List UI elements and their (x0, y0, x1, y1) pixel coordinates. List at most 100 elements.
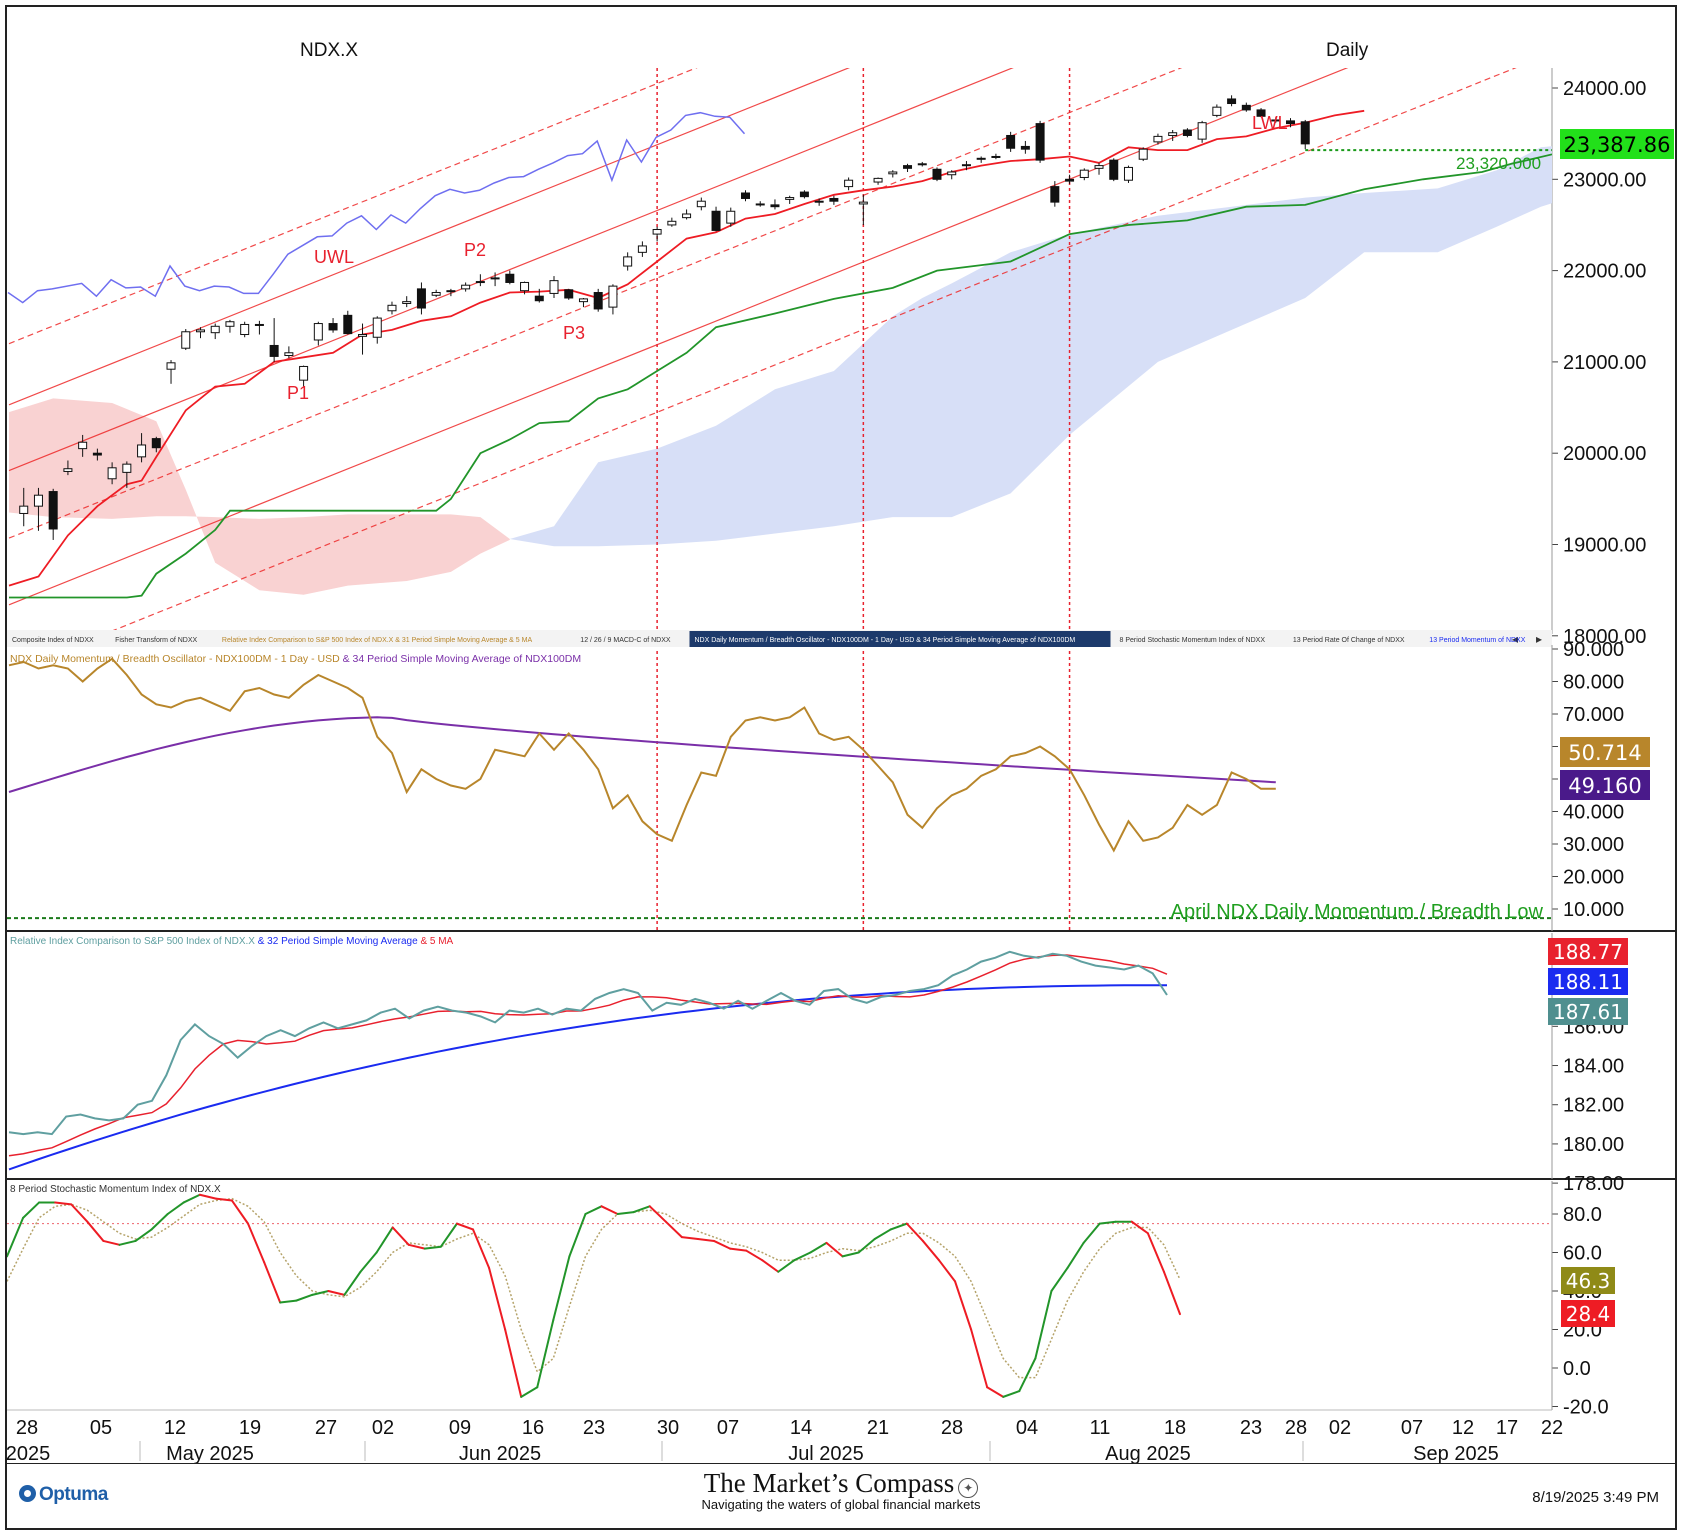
channel-lower-line (8, 68, 1349, 606)
smi-line-segment (664, 1220, 683, 1239)
candle (505, 270, 515, 285)
breadth-low-label: April NDX Daily Momentum / Breadth Low (1171, 901, 1544, 923)
smi-line-segment (279, 1299, 298, 1304)
brand-title-text: The Market’s Compass (703, 1468, 955, 1498)
optuma-logo: Optuma (19, 1484, 108, 1506)
lagging-span-line (7, 111, 746, 304)
candle (961, 161, 971, 171)
candle (726, 207, 736, 227)
optuma-logo-icon (19, 1485, 36, 1502)
smi-line-segment (584, 1205, 603, 1215)
brand-tagline: Navigating the waters of global financia… (701, 1497, 981, 1512)
candle (903, 163, 913, 172)
smi-line-segment (761, 1259, 780, 1273)
indicator-tab[interactable]: 8 Period Stochastic Momentum Index of ND… (1120, 637, 1266, 644)
candle-body (1079, 169, 1089, 178)
x-day-label: 22 (1541, 1417, 1563, 1439)
candle (593, 288, 603, 312)
candle (976, 156, 986, 163)
indicator-tab[interactable]: 12 / 26 / 9 MACD-C of NDXX (580, 637, 671, 644)
support-label: 23,320.000 (1456, 154, 1541, 173)
indicator-tab[interactable]: 13 Period Rate Of Change of NDXX (1293, 637, 1405, 644)
smi-value-box: 28.4 (1561, 1300, 1615, 1327)
smi-line-segment (423, 1245, 442, 1250)
indicator-tab[interactable]: Composite Index of NDXX (12, 637, 94, 644)
candle-body (961, 164, 971, 167)
relative-tick-label: 178.00 (1563, 1173, 1624, 1195)
smi-line-segment (536, 1318, 555, 1389)
breadth-tick-label: 40.000 (1563, 802, 1624, 824)
brand-title: The Market’s Compass ✦ (7, 1468, 1675, 1499)
rel-ma-value-box: 188.77 (1548, 938, 1628, 965)
candle (1109, 158, 1119, 182)
candle (858, 194, 868, 225)
smi-tick-label: -20.0 (1563, 1397, 1609, 1419)
smi-line-segment (86, 1220, 105, 1242)
smi-line-segment (407, 1243, 426, 1250)
candle-body (785, 197, 795, 200)
smi-line-segment (118, 1239, 137, 1246)
candle-body (917, 163, 927, 166)
osc-sma-value-box-bg (1560, 770, 1650, 800)
candle (166, 360, 176, 384)
osc-value-box-bg (1560, 737, 1650, 767)
candle (578, 297, 588, 308)
indicator-tab[interactable]: Fisher Transform of NDXX (115, 637, 197, 644)
candle-body (932, 168, 942, 180)
candle (1182, 128, 1192, 138)
candle-body (63, 468, 73, 472)
candle (1006, 131, 1016, 152)
indicator-tab[interactable]: 13 Period Momentum of NDXX (1429, 637, 1525, 644)
candle (1197, 120, 1207, 143)
smi-line-segment (455, 1222, 474, 1231)
candle-body (1300, 121, 1310, 145)
candle-body (387, 304, 397, 312)
candle-body (1123, 166, 1133, 181)
candle-body (755, 203, 765, 206)
candle-body (137, 444, 147, 458)
candle-body (534, 295, 544, 302)
x-day-label: 28 (16, 1417, 38, 1439)
smi-line-segment (22, 1201, 41, 1219)
smi-value-box-bg (1561, 1300, 1615, 1327)
candle (1079, 168, 1089, 181)
candle (358, 323, 368, 355)
candle-body (313, 323, 323, 341)
smi-line-segment (1130, 1220, 1149, 1235)
smi-line-segment (986, 1386, 1005, 1398)
candle-body (358, 334, 368, 337)
tab-scroll-left-icon[interactable]: ◂ (1512, 632, 1518, 646)
indicator-tab[interactable]: Relative Index Comparison to S&P 500 Ind… (222, 637, 533, 644)
candle-body (240, 323, 250, 336)
candle-body (19, 505, 29, 514)
stochastic-momentum-panel: 8 Period Stochastic Momentum Index of ND… (7, 1181, 1615, 1419)
indicator-tab[interactable]: NDX Daily Momentum / Breadth Oscillator … (695, 637, 1076, 644)
relative-title-ratio: Relative Index Comparison to S&P 500 Ind… (10, 936, 255, 947)
candle (917, 161, 927, 167)
candle-body (284, 352, 294, 357)
footer: Optuma The Market’s Compass ✦ Navigating … (7, 1463, 1675, 1526)
candle (667, 217, 677, 227)
smi-line-segment (937, 1259, 957, 1283)
candle (1094, 162, 1104, 175)
candle-body (431, 292, 441, 296)
x-day-label: 16 (522, 1417, 544, 1439)
candle-body (1182, 129, 1192, 136)
candle (1168, 129, 1178, 141)
candle (873, 177, 883, 185)
candle-body (475, 281, 485, 284)
candle-body (947, 171, 957, 176)
candle (549, 276, 559, 298)
candle (741, 190, 750, 202)
candle-body (696, 200, 706, 208)
kijun-line (9, 153, 1552, 599)
smi-line-segment (600, 1205, 619, 1215)
price-tick-label: 24000.00 (1563, 78, 1646, 100)
candle-body (372, 317, 382, 338)
tab-scroll-right-icon[interactable]: ▸ (1536, 632, 1542, 646)
price-tick-label: 23000.00 (1563, 169, 1646, 191)
indicator-tab-strip: ◂ ▸ Composite Index of NDXX Fisher Transf… (7, 630, 1552, 647)
x-day-label: 12 (1452, 1417, 1474, 1439)
compass-icon: ✦ (958, 1478, 979, 1498)
smi-line-segment (247, 1222, 266, 1264)
